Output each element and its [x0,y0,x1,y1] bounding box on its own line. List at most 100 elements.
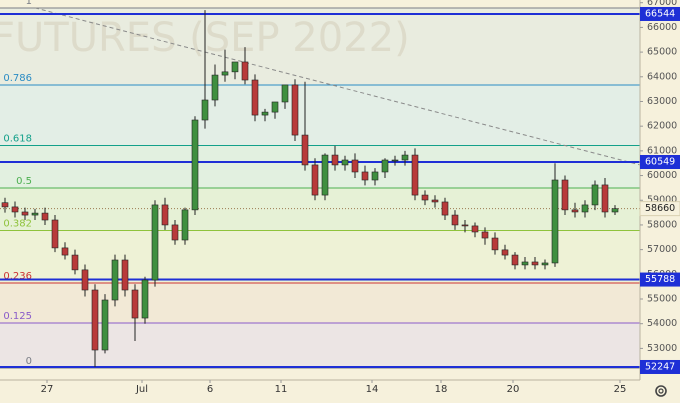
candle-body [11,206,19,213]
fib-band [0,230,640,284]
candle-body [331,154,339,166]
candle-body [491,237,499,251]
fib-band [0,145,640,188]
fib-label: 0.125 [3,311,32,322]
x-tick-label: 6 [207,384,213,395]
candle-body [561,179,569,211]
candle-body [541,262,549,266]
price-box-label: 52247 [645,361,675,372]
candle-body [71,254,79,271]
settings-icon[interactable] [655,385,667,397]
candle-body [581,204,589,213]
candle-body [391,159,399,162]
price-box [640,155,680,169]
y-tick-label: 64000 [647,71,677,82]
y-tick-label: 63000 [647,96,677,107]
fib-label: 0.5 [16,176,32,187]
candle-body [341,159,349,166]
candle-body [61,247,69,256]
candle-body [31,212,39,216]
candle-body [571,209,579,213]
y-tick-label: 57000 [647,244,677,255]
y-tick-label: 54000 [647,318,677,329]
fib-band [0,187,640,231]
candle-body [501,249,509,256]
candle-body [51,219,59,249]
candle-body [41,212,49,221]
y-tick-label: 53000 [647,343,677,354]
price-box [640,359,680,374]
candle-body [241,61,249,81]
fib-band [0,84,640,146]
candle-body [421,194,429,201]
fib-label: 1 [26,0,32,7]
candle-body [301,134,309,166]
candle-body [401,154,409,161]
y-tick-label: 65000 [647,47,677,58]
candle-body [351,159,359,173]
candle-body [611,208,619,213]
candle-body [441,201,449,216]
candle-body [531,261,539,266]
candle-body [131,289,139,319]
candle-body [191,119,199,211]
candle-body [511,254,519,266]
price-box [640,272,680,287]
y-tick-label: 66000 [647,22,677,33]
x-tick-label: Jul [135,384,148,395]
candle-body [1,202,9,208]
candle-body [521,261,529,266]
candle-body [281,84,289,103]
candle-body [431,199,439,203]
fib-label: 0.236 [3,271,32,282]
candle-body [101,299,109,351]
gear [655,385,667,397]
fib-band [0,7,640,85]
candle-body [121,259,129,291]
y-tick-label: 55000 [647,294,677,305]
candle-body [411,154,419,196]
fib-label: 0.786 [3,73,32,84]
plot [0,7,641,368]
candle-body [171,224,179,241]
fib-label: 0 [26,356,32,367]
candle-body [201,99,209,121]
candle-body [81,269,89,291]
candle-body [181,209,189,241]
candle-body [271,101,279,113]
candle-body [21,211,29,216]
candle-body [311,164,319,196]
price-box-label: 66544 [645,8,675,19]
axes: 5300054000550005600057000580005900060000… [41,0,680,395]
y-tick-label: 61000 [647,145,677,156]
y-tick-label: 67000 [647,0,677,8]
candle-body [231,61,239,73]
trend-line [34,7,641,166]
candle-body [291,84,299,136]
candle-body [371,171,379,181]
x-tick-label: 25 [614,384,627,395]
candle-body [251,79,259,116]
y-tick-label: 60000 [647,170,677,181]
x-tick-label: 27 [41,384,54,395]
y-tick-label: 58000 [647,219,677,230]
candle-body [111,259,119,301]
candle-body [361,171,369,181]
candle-body [161,204,169,226]
x-tick-label: 14 [366,384,379,395]
x-tick-label: 11 [275,384,288,395]
fib-bands: 1 0.786 0.618 0.5 0.382 0.236 0.125 0 [0,0,640,369]
candle-body [261,111,269,116]
x-tick-label: 20 [507,384,520,395]
price-box-label: 60549 [645,157,675,168]
candle-body [321,154,329,196]
candle-body [601,184,609,213]
candle-body [381,159,389,173]
candle-body [211,74,219,101]
fib-label: 0.618 [3,133,32,144]
candle-body [141,279,149,319]
time-axis [0,380,640,403]
price-box [640,6,680,21]
fib-label: 0.382 [3,218,32,229]
